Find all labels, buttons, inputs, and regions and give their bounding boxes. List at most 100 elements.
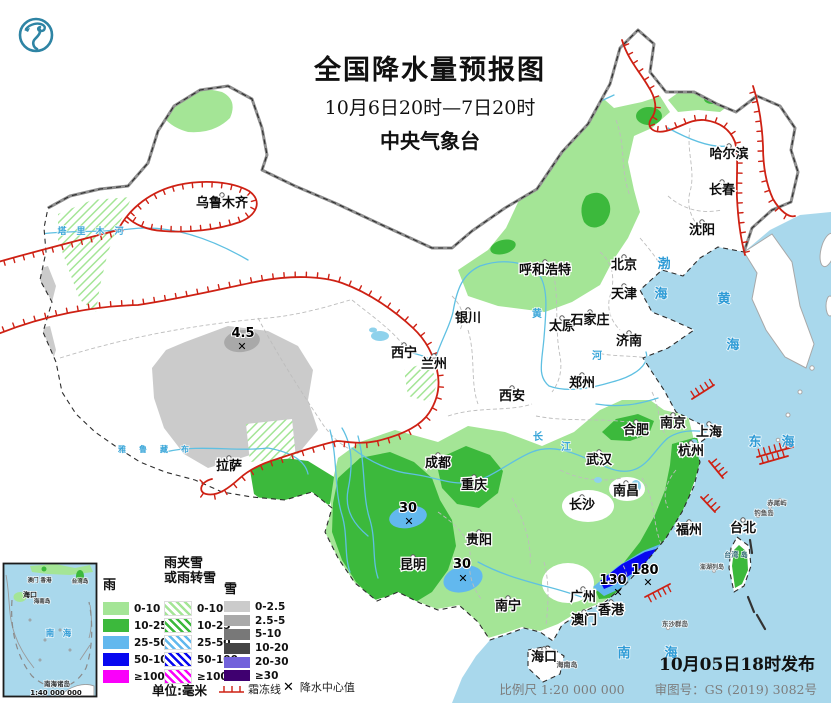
city-marker: 拉萨 [215, 455, 243, 475]
frost-ticks [623, 43, 750, 254]
legend-chip [224, 615, 250, 627]
legend-chip-hatched [164, 669, 192, 684]
legend-bin-label: 0-10 [197, 602, 224, 615]
frost-line-legend-item: 霜冻线 [218, 681, 281, 697]
legend-chip [224, 601, 250, 613]
ryukyu-island [785, 412, 791, 418]
city-marker: 海口 [530, 646, 558, 666]
inset-hainan [13, 592, 27, 602]
city-label: 南宁 [495, 598, 521, 614]
city-label: 太原 [548, 318, 575, 334]
ryukyu-island [775, 437, 781, 443]
small-island [768, 505, 772, 509]
city-dot [670, 412, 676, 418]
legend-chip [224, 642, 250, 654]
legend-rain-title: 雨 [103, 578, 117, 593]
legend-rain-column: 雨 0-10 10-25 25-50 50-100 ≥100 [103, 556, 175, 683]
legend-row: 0-2.5 [224, 600, 289, 614]
map-label: 东沙群岛 [662, 619, 689, 628]
legend: 雨 0-10 10-25 25-50 50-100 ≥100 雨夹雪 或雨转雪 0-10… [100, 556, 360, 700]
snow-area-center [224, 329, 260, 353]
city-label: 澳门 [571, 612, 597, 628]
city-marker: 合肥 [622, 419, 650, 439]
map-label: 赤尾屿 [767, 498, 787, 507]
precip-center-value: 30 [453, 557, 471, 572]
frost-line [752, 85, 796, 218]
city-label: 广州 [570, 589, 596, 605]
city-marker: 哈尔滨 [708, 143, 750, 163]
city-label: 长沙 [569, 497, 595, 513]
city-label: 郑州 [569, 375, 595, 391]
rain-area-southeast-coast [596, 437, 702, 599]
city-marker: 上海 [695, 421, 723, 441]
frost-ticks [757, 439, 793, 457]
city-marker: 贵阳 [465, 529, 493, 549]
legend-row: 0-10 [103, 600, 175, 617]
frost-lines [0, 39, 796, 603]
city-marker: 济南 [615, 330, 643, 350]
legend-row: 25-50 [103, 634, 175, 651]
city-marker: 银川 [454, 307, 482, 327]
frost-line-label: 霜冻线 [248, 683, 281, 696]
city-marker: 西宁 [390, 342, 418, 362]
city-marker: 广州 [569, 586, 597, 606]
legend-row: ≥30 [224, 669, 289, 683]
frost-ticks [647, 584, 672, 603]
unit-label: 单位:毫米 [152, 683, 207, 698]
precip-center-value: 180 [631, 563, 658, 578]
legend-bin-label: 10-25 [134, 619, 168, 632]
city-marker: 昆明 [399, 554, 427, 574]
legend-row: 5-10 [224, 628, 289, 642]
precip-center-legend-item: ✕ 降水中心值 [283, 679, 355, 695]
legend-chip [224, 628, 250, 640]
city-label: 哈尔滨 [709, 146, 748, 162]
rain-area-taiwan [732, 545, 748, 588]
small-island [712, 569, 716, 573]
ryukyu-island [797, 389, 803, 395]
map-label: 黄 [532, 307, 542, 320]
map-label: 海口 [23, 590, 37, 599]
city-label: 贵阳 [466, 532, 492, 548]
city-dot [626, 330, 632, 336]
map-label: 南海 [46, 628, 72, 639]
legend-chip [103, 653, 129, 666]
city-marker: 乌鲁木齐 [195, 192, 250, 212]
city-dot [431, 353, 437, 359]
value-markers-layer: 4.5✕30✕30✕ 130✕180✕ [230, 325, 659, 599]
precip-center-marker: 130✕ [598, 572, 627, 599]
nine-dash-line [11, 599, 93, 688]
x-marker-icon: ✕ [283, 679, 294, 695]
legend-row: 2.5-5 [224, 614, 289, 628]
legend-row: 20-30 [224, 655, 289, 669]
red-comb-icon [691, 384, 715, 400]
city-marker: 香港 [596, 599, 626, 619]
legend-chip-hatched [164, 618, 192, 633]
legend-snow-column: 雪 0-2.5 2.5-5 5-10 10-20 20-30 ≥30 [224, 556, 289, 682]
city-dot [435, 452, 441, 458]
rivers [40, 94, 728, 602]
city-dot [608, 599, 614, 605]
precip-center-marker: 30✕ [452, 556, 472, 585]
rain-area-northblob1 [581, 192, 611, 228]
precip-center-value: 130 [599, 573, 626, 588]
map-label: 香港 [40, 576, 52, 584]
city-dot [401, 342, 407, 348]
city-marker: 北京 [610, 254, 638, 274]
legend-bin-label: ≥100 [197, 670, 228, 683]
city-dot [579, 372, 585, 378]
legend-chip-hatched [164, 652, 192, 667]
city-dot [509, 385, 515, 391]
map-label: 东海 [748, 434, 794, 450]
legend-row: 10-25 [164, 617, 238, 634]
legend-bin-label: 2.5-5 [255, 614, 286, 627]
map-label: 澳门 [27, 576, 39, 584]
precip-center-value: 4.5 [231, 326, 254, 341]
city-label: 南昌 [613, 483, 639, 499]
frost-line [0, 276, 440, 496]
city-label: 成都 [425, 455, 451, 471]
map-label: 黄海 [717, 291, 739, 353]
city-marker: 杭州 [677, 440, 705, 460]
city-marker: 天津 [610, 283, 638, 303]
city-label: 福州 [675, 522, 702, 538]
